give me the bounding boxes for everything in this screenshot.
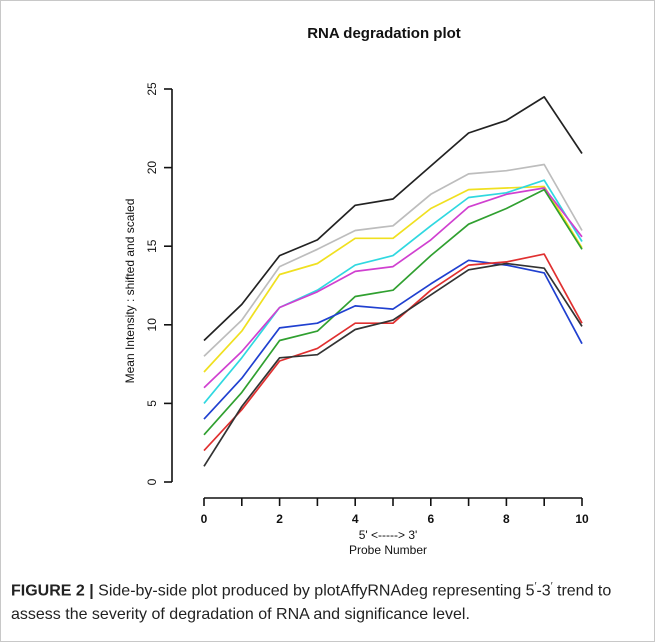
x-tick-label-10: 10 <box>575 512 589 526</box>
chart-area: RNA degradation plot Mean Intensity : sh… <box>1 1 654 569</box>
caption-prime-2: ′ <box>550 581 553 592</box>
y-tick-label-25: 25 <box>145 82 159 96</box>
series-line-2 <box>203 163 583 357</box>
series-line-5 <box>203 187 583 389</box>
series-line-6 <box>203 188 583 436</box>
axes: 0 2 4 6 8 10 0 5 10 15 20 25 <box>145 82 589 526</box>
x-axis-label: 5' <-----> 3' <box>359 528 418 542</box>
series-line-3 <box>203 185 583 373</box>
x-tick-label-6: 6 <box>427 512 434 526</box>
rna-degradation-chart: RNA degradation plot Mean Intensity : sh… <box>123 25 589 557</box>
x-tick-label-8: 8 <box>503 512 510 526</box>
series-line-7 <box>203 259 583 420</box>
y-axis-label: Mean Intensity : shifted and scaled <box>123 199 137 384</box>
caption-text-before: Side-by-side plot produced by plotAffyRN… <box>93 582 535 600</box>
y-tick-label-15: 15 <box>145 239 159 253</box>
figure-caption: FIGURE 2 | Side-by-side plot produced by… <box>11 575 647 627</box>
y-tick-label-10: 10 <box>145 318 159 332</box>
series-line-4 <box>203 179 583 404</box>
x-tick-label-4: 4 <box>352 512 359 526</box>
series-line-1 <box>203 96 583 342</box>
y-tick-label-0: 0 <box>145 478 159 485</box>
y-tick-label-5: 5 <box>145 400 159 407</box>
y-tick-label-20: 20 <box>145 161 159 175</box>
x-tick-label-0: 0 <box>201 512 208 526</box>
series-layer <box>203 96 583 467</box>
caption-dash: -3 <box>536 582 551 600</box>
x-tick-label-2: 2 <box>276 512 283 526</box>
series-line-9 <box>203 262 583 467</box>
x-axis-label-2: Probe Number <box>349 543 427 557</box>
series-line-8 <box>203 253 583 452</box>
caption-prime-1: ′ <box>534 581 537 592</box>
caption-text-after: trend to assess the severity of degradat… <box>11 582 612 624</box>
caption-label: FIGURE 2 | <box>11 582 94 600</box>
chart-title: RNA degradation plot <box>307 25 461 42</box>
